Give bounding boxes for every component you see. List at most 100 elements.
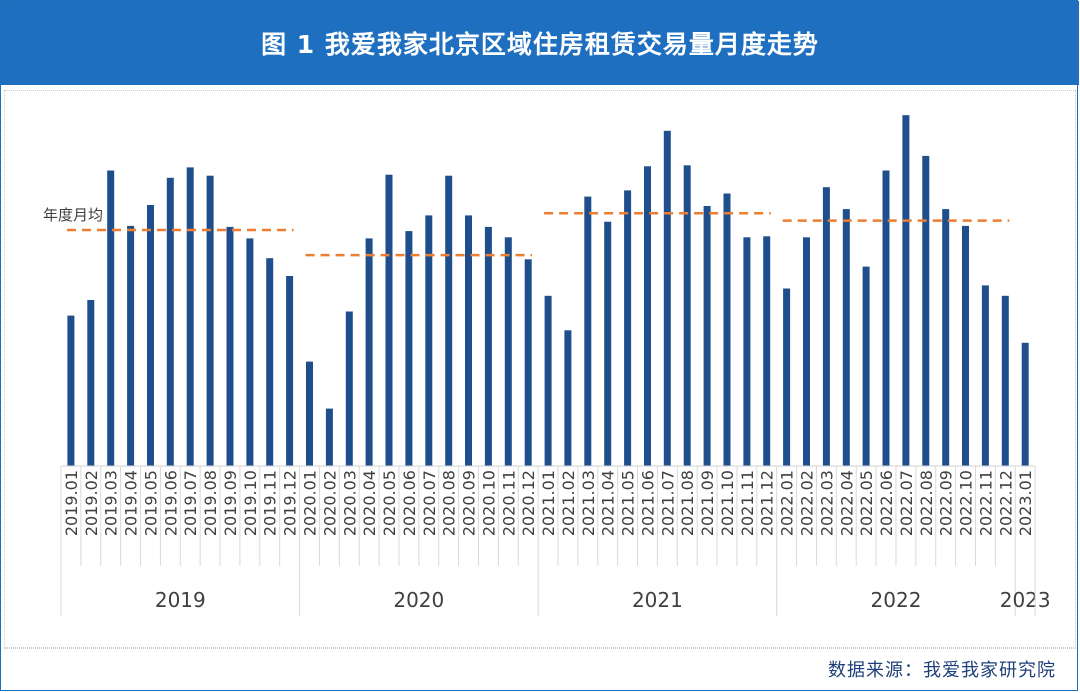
bar	[922, 155, 930, 466]
x-tick-label: 2019.07	[181, 470, 200, 536]
bar	[67, 315, 75, 466]
year-label: 2023	[1000, 588, 1051, 612]
x-tick-label: 2022.06	[877, 470, 896, 536]
x-tick-label: 2021.05	[619, 470, 638, 536]
bar	[385, 174, 393, 466]
bar	[266, 258, 274, 466]
x-tick-label: 2019.06	[161, 470, 180, 536]
x-tick-label: 2022.10	[957, 470, 976, 536]
bar	[683, 165, 691, 467]
x-tick-label: 2022.09	[937, 470, 956, 536]
source-divider	[4, 648, 1076, 649]
bar	[842, 209, 850, 466]
x-tick-label: 2021.02	[559, 470, 578, 536]
x-tick-label: 2021.01	[539, 470, 558, 536]
bar	[604, 221, 612, 466]
bar	[107, 170, 115, 466]
x-tick-label: 2022.03	[817, 470, 836, 536]
x-tick-label: 2020.10	[479, 470, 498, 536]
plot-area: 2019.01 2019.02 2019.03 2019.04 2019.05 2019.…	[4, 90, 1076, 648]
bar	[803, 237, 810, 466]
bar	[942, 209, 950, 466]
year-label: 2019	[155, 588, 206, 612]
bar	[365, 238, 373, 466]
bar	[663, 130, 671, 467]
x-tick-label: 2022.05	[857, 470, 876, 536]
bar	[743, 237, 751, 466]
x-tick-label: 2020.04	[360, 470, 379, 536]
x-tick-label: 2019.08	[201, 470, 220, 536]
bar	[584, 196, 592, 466]
x-tick-label: 2019.09	[221, 470, 240, 536]
bar	[564, 330, 572, 466]
x-tick-label: 2019.12	[281, 470, 300, 536]
bar	[445, 175, 453, 466]
data-source: 数据来源：我爱我家研究院	[828, 660, 1056, 681]
bar	[723, 193, 731, 466]
x-tick-label: 2021.04	[599, 470, 618, 536]
x-tick-label: 2020.07	[420, 470, 439, 536]
bar	[465, 215, 472, 466]
x-tick-label: 2021.12	[758, 470, 777, 536]
bar	[981, 285, 989, 466]
bar	[524, 259, 532, 466]
bar	[166, 177, 174, 467]
year-label: 2021	[632, 588, 683, 612]
bar	[644, 166, 651, 467]
x-tick-label: 2022.07	[897, 470, 916, 536]
x-tick-label: 2020.05	[380, 470, 399, 536]
x-tick-label: 2020.06	[400, 470, 419, 536]
bar	[902, 115, 910, 466]
x-tick-label: 2021.10	[718, 470, 737, 536]
x-tick-label: 2019.05	[142, 470, 161, 536]
bar	[783, 288, 791, 466]
x-tick-label: 2022.11	[976, 470, 995, 536]
bar	[186, 167, 194, 466]
bar	[962, 225, 969, 466]
year-label: 2020	[393, 588, 444, 612]
x-tick-label: 2020.11	[499, 470, 518, 536]
x-tick-label: 2020.12	[519, 470, 538, 536]
x-tick-label: 2022.01	[778, 470, 797, 536]
bar	[822, 187, 830, 466]
bar	[206, 175, 214, 466]
bar	[703, 206, 711, 466]
bar	[882, 170, 890, 466]
x-tick-label: 2020.01	[301, 470, 320, 536]
bar	[862, 266, 870, 466]
x-tick-label: 2019.04	[122, 470, 141, 536]
x-tick-label: 2021.09	[698, 470, 717, 536]
bar	[544, 295, 552, 466]
bar	[246, 238, 254, 466]
bar-chart: 2019.01 2019.02 2019.03 2019.04 2019.05 2019.…	[43, 115, 1051, 616]
year-label: 2022	[871, 588, 922, 612]
bar	[325, 408, 333, 466]
bar	[345, 311, 353, 466]
bar	[624, 190, 632, 466]
x-tick-label: 2020.08	[440, 470, 459, 536]
x-tick-label: 2022.02	[798, 470, 817, 536]
bar	[484, 226, 492, 466]
bar	[405, 231, 413, 466]
x-tick-label: 2019.10	[241, 470, 260, 536]
x-tick-label: 2021.11	[738, 470, 757, 536]
x-tick-label: 2022.12	[996, 470, 1015, 536]
bar	[306, 361, 313, 466]
x-tick-label: 2020.09	[460, 470, 479, 536]
x-tick-label: 2021.06	[639, 470, 658, 536]
average-annotation: 年度月均	[43, 206, 103, 224]
bar	[87, 300, 95, 466]
x-tick-label: 2021.08	[678, 470, 697, 536]
bar	[763, 236, 771, 466]
chart-title: 图 1 我爱我家北京区域住房租赁交易量月度走势	[1, 1, 1079, 85]
x-tick-label: 2023.01	[1016, 470, 1035, 536]
x-tick-label: 2020.02	[320, 470, 339, 536]
bar	[226, 226, 234, 466]
x-tick-label: 2019.01	[62, 470, 81, 536]
x-tick-label: 2022.08	[917, 470, 936, 536]
x-tick-label: 2020.03	[340, 470, 359, 536]
bar	[1001, 295, 1009, 466]
bar	[147, 205, 154, 466]
x-tick-label: 2019.03	[102, 470, 121, 536]
